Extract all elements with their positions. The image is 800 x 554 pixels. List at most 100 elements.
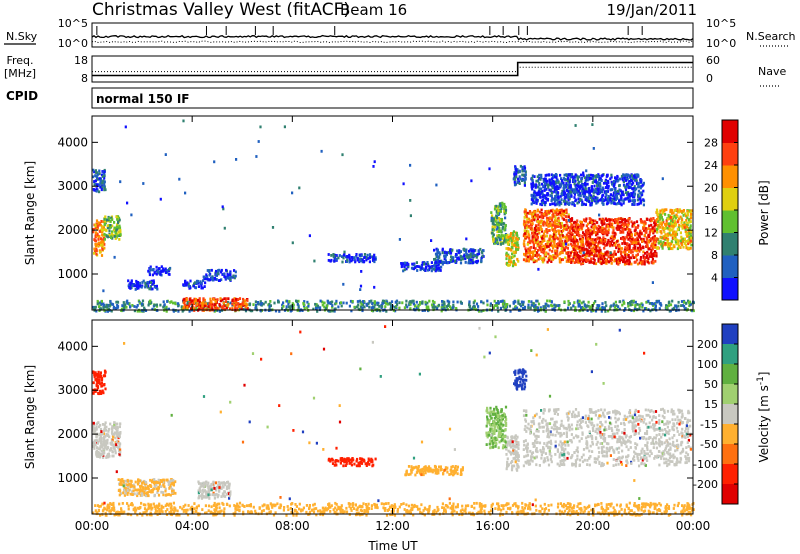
heat-cell — [514, 245, 518, 249]
heat-cell — [542, 222, 545, 225]
heat-cell — [622, 199, 625, 203]
heat-cell — [443, 254, 446, 258]
heat-cell — [689, 246, 692, 250]
heat-cell — [574, 250, 577, 254]
heat-cell — [636, 262, 640, 266]
heat-cell — [489, 302, 492, 306]
heat-cell — [541, 216, 544, 219]
heat-cell — [189, 279, 192, 283]
heat-cell — [676, 220, 679, 224]
heat-cell — [658, 307, 661, 310]
heat-cell — [524, 174, 527, 178]
heat-cell-sparse — [298, 186, 301, 190]
heat-cell — [555, 188, 558, 192]
heat-cell — [323, 301, 326, 305]
heat-cell — [204, 281, 207, 285]
heat-cell — [494, 224, 497, 227]
heat-cell — [655, 208, 659, 212]
heat-cell — [636, 253, 639, 256]
heat-cell — [523, 305, 527, 309]
heat-cell — [568, 229, 571, 233]
heat-cell — [573, 235, 577, 238]
heat-cell — [546, 193, 549, 197]
heat-cell — [458, 249, 461, 252]
heat-cell — [194, 301, 197, 305]
heat-cell — [665, 304, 668, 307]
heat-cell — [581, 241, 584, 245]
heat-cell — [499, 306, 502, 310]
heat-cell — [606, 231, 609, 234]
heat-cell — [122, 301, 125, 304]
heat-cell-sparse — [574, 124, 577, 127]
heat-cell — [515, 169, 518, 173]
heat-cell — [680, 300, 684, 303]
heat-cell — [192, 284, 195, 288]
heat-cell — [475, 260, 478, 263]
heat-cell — [123, 306, 126, 310]
heat-cell — [523, 243, 526, 246]
heat-cell — [554, 190, 558, 194]
heat-cell — [596, 196, 599, 200]
heat-cell — [584, 189, 587, 193]
heat-cell — [599, 183, 602, 187]
heat-cell — [629, 186, 633, 189]
heat-cell — [562, 242, 565, 246]
heat-cell — [146, 281, 149, 285]
heat-cell — [536, 217, 539, 220]
heat-cell — [550, 241, 553, 245]
heat-cell — [508, 257, 511, 261]
heat-cell — [594, 309, 598, 313]
heat-cell — [577, 182, 580, 185]
heat-cell — [682, 237, 685, 241]
heat-cell — [550, 218, 553, 222]
heat-cell — [555, 193, 558, 197]
heat-cell — [606, 198, 609, 201]
heat-cell — [674, 216, 677, 220]
heat-cell — [690, 212, 693, 216]
heat-cell — [606, 253, 609, 257]
heat-cell — [680, 243, 684, 247]
heat-cell — [102, 234, 105, 238]
heat-cell — [573, 242, 576, 245]
heat-cell — [583, 248, 586, 251]
y-tick-label: 4000 — [57, 135, 88, 149]
heat-cell — [584, 198, 587, 202]
heat-cell — [581, 259, 584, 263]
heat-cell — [105, 234, 108, 238]
heat-cell — [206, 269, 209, 272]
heat-cell — [689, 224, 692, 228]
heat-cell — [518, 175, 521, 179]
heat-cell — [581, 183, 584, 187]
heat-cell — [625, 253, 629, 256]
heat-cell — [650, 242, 653, 246]
heat-cell — [536, 299, 539, 303]
heat-cell — [327, 259, 330, 262]
heat-cell — [524, 253, 527, 257]
heat-cell — [671, 215, 674, 219]
heat-cell — [522, 303, 525, 307]
heat-cell — [627, 304, 630, 308]
heat-cell — [480, 309, 483, 313]
heat-cell — [687, 242, 690, 246]
heat-cell — [639, 258, 642, 262]
heat-cell — [208, 270, 211, 274]
heat-cell — [613, 259, 616, 263]
heat-cell — [182, 283, 185, 287]
heat-cell — [590, 257, 593, 261]
heat-cell — [459, 254, 462, 258]
heat-cell-sparse — [490, 216, 493, 220]
heat-cell — [604, 229, 607, 233]
heat-cell — [652, 252, 655, 255]
heat-cell — [166, 300, 169, 303]
heat-cell — [659, 216, 662, 220]
heat-cell — [587, 227, 590, 230]
heat-cell — [297, 304, 300, 308]
heat-cell — [524, 247, 527, 251]
heat-cell — [677, 242, 680, 246]
heat-cell — [654, 253, 657, 256]
heat-cell — [622, 260, 625, 264]
heat-cell — [609, 198, 612, 202]
heat-cell — [99, 223, 102, 227]
heat-cell — [434, 265, 437, 269]
heat-cell — [579, 192, 582, 195]
